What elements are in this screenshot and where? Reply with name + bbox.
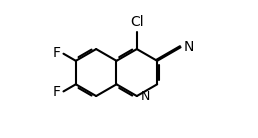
Text: N: N xyxy=(140,90,150,103)
Text: F: F xyxy=(53,46,61,60)
Text: Cl: Cl xyxy=(130,15,144,29)
Text: N: N xyxy=(184,40,194,54)
Text: F: F xyxy=(53,85,61,99)
